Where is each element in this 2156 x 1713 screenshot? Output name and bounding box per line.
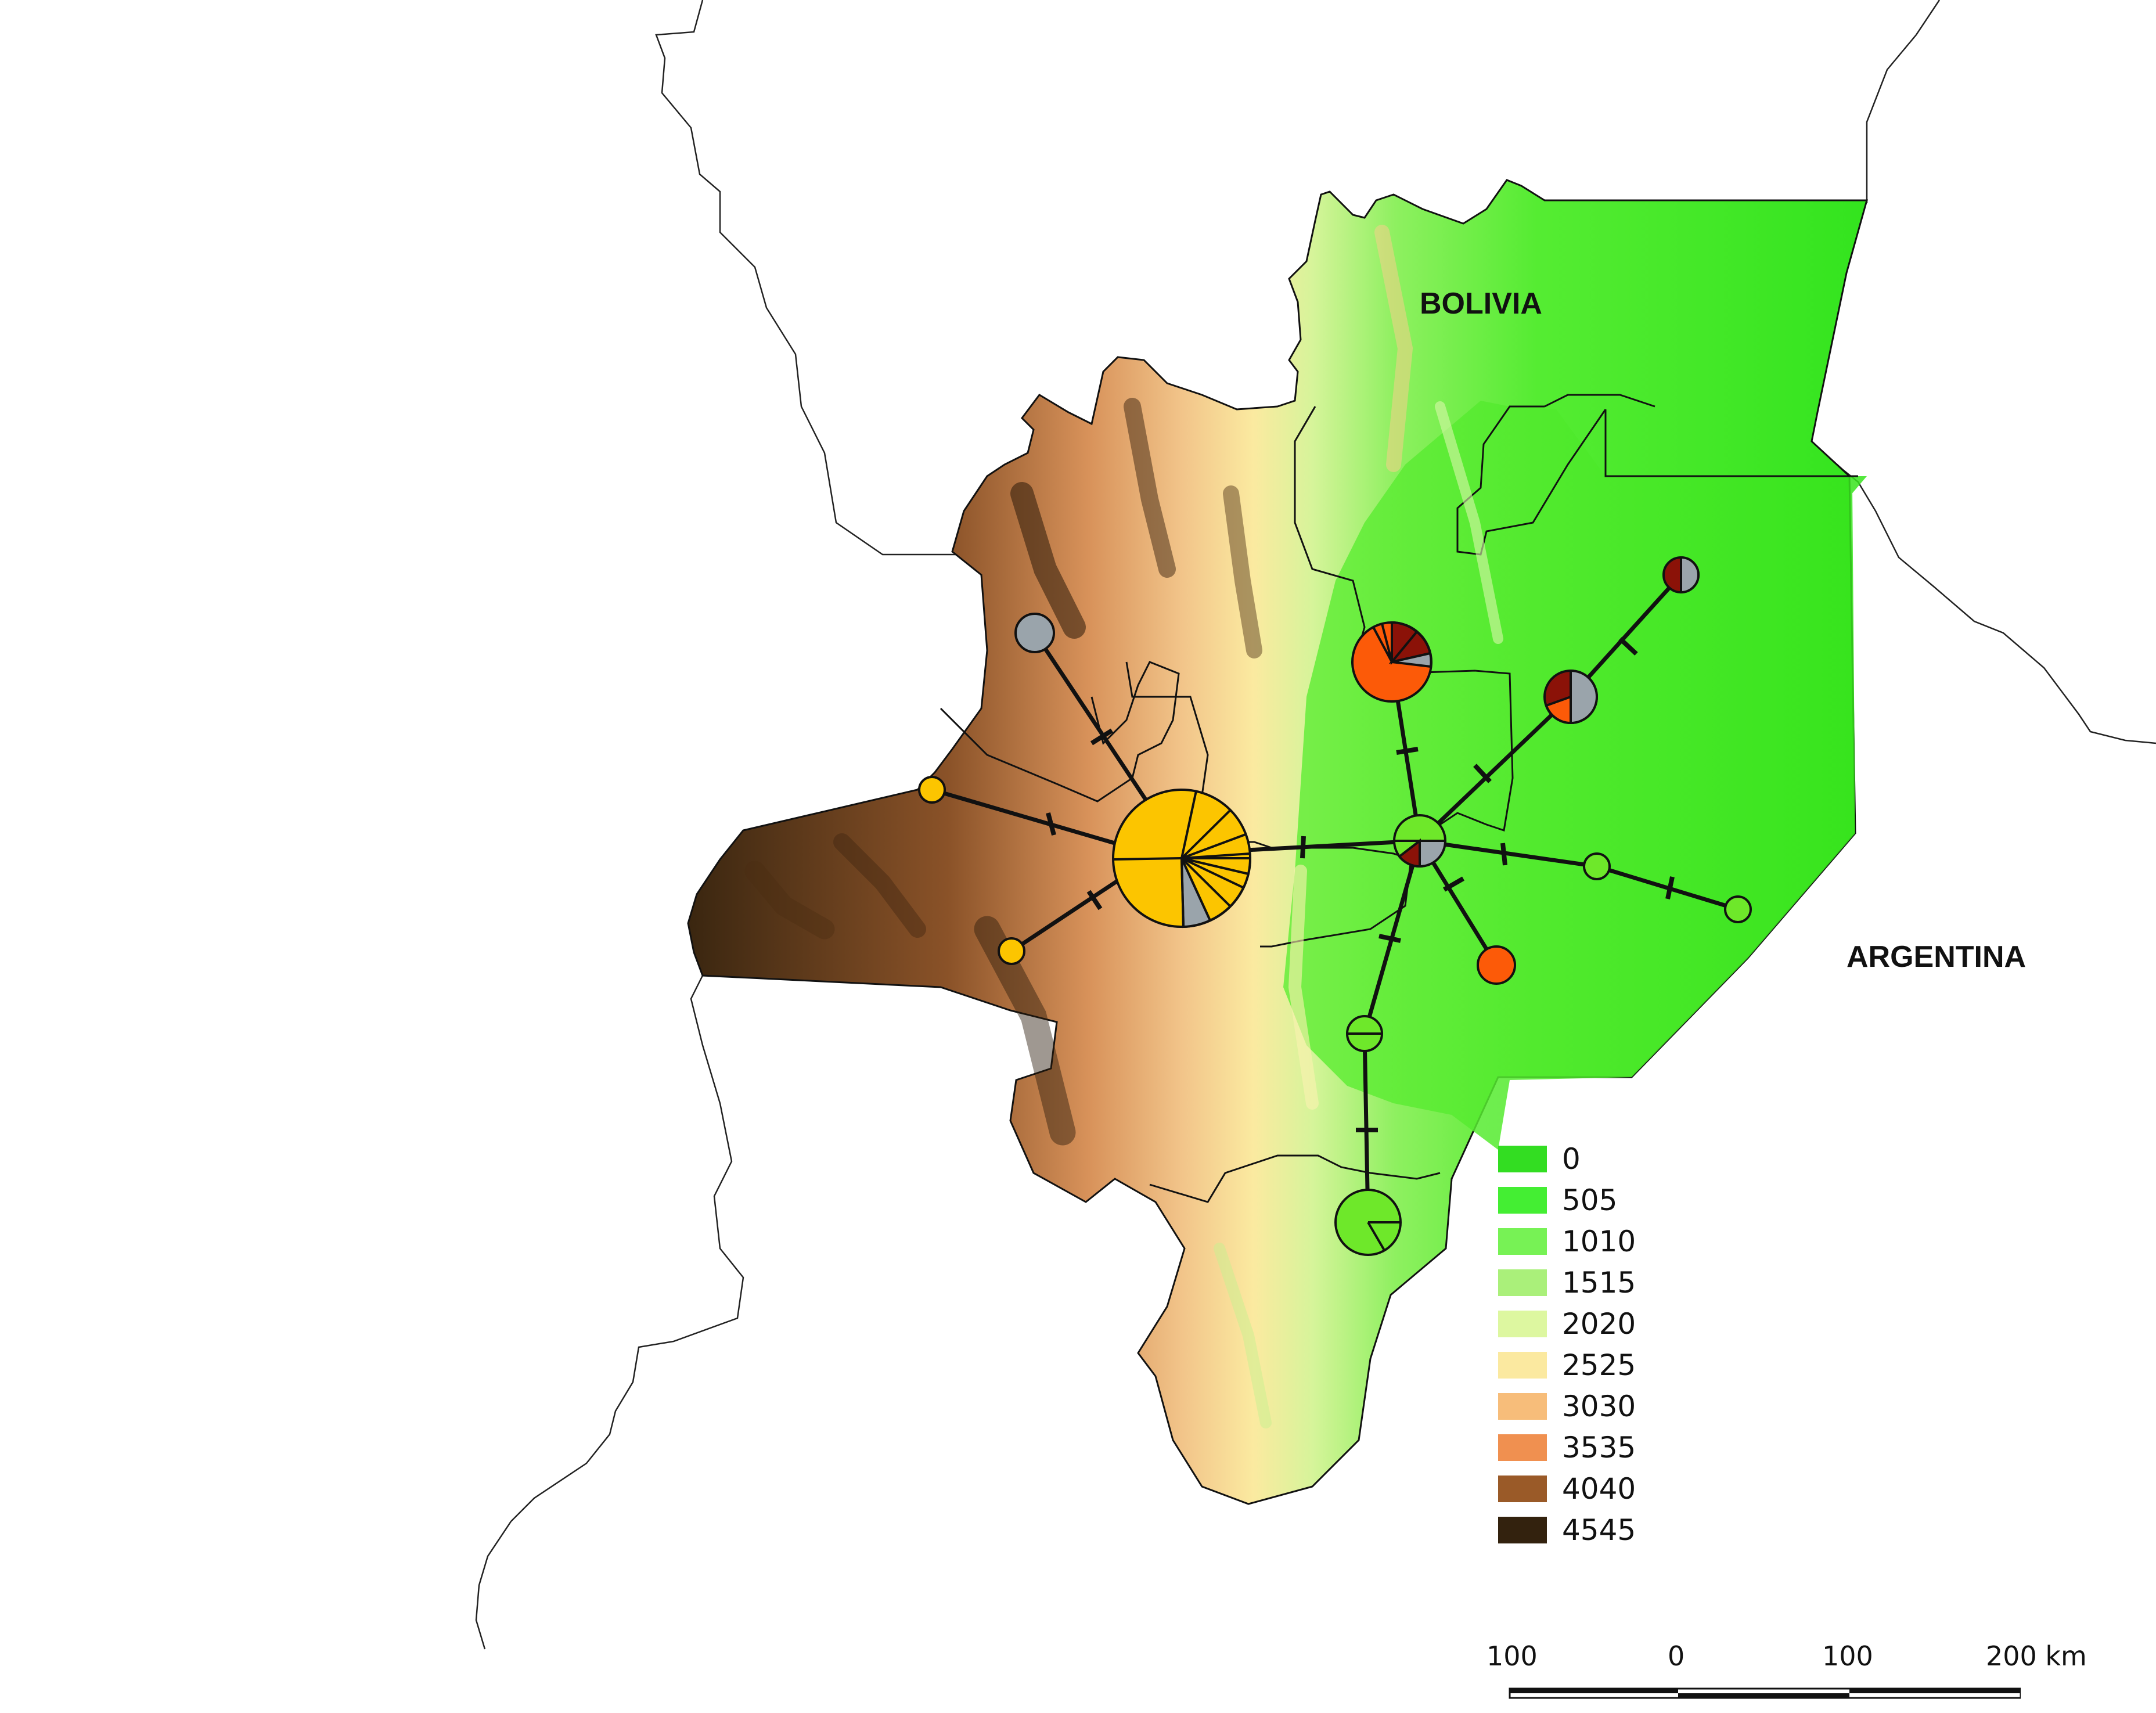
legend-swatch [1498,1392,1547,1420]
legend-label: 0 [1562,1142,1581,1176]
border-line-west [655,0,958,556]
legend-item: 1515 [1498,1262,1636,1303]
legend-swatch [1498,1351,1547,1379]
legend-item: 1010 [1498,1221,1636,1262]
legend-label: 4040 [1562,1471,1636,1506]
scale-label-1: 0 [1668,1640,1685,1672]
legend-swatch [1498,1310,1547,1337]
legend-label: 3030 [1562,1389,1636,1423]
legend-label: 505 [1562,1183,1618,1217]
border-line-north [1866,0,1941,203]
legend-label: 2020 [1562,1307,1636,1341]
edge-hub-yellow-left [931,787,1121,847]
border-line-southwest [475,975,744,1650]
legend-swatch [1498,1475,1547,1502]
haplotype-node-green-east1 [1583,852,1611,880]
haplotype-node-green-central [1393,814,1447,868]
legend-item: 2525 [1498,1344,1636,1385]
legend-label: 4545 [1562,1513,1636,1547]
legend-swatch [1498,1186,1547,1214]
legend-item: 3535 [1498,1427,1636,1468]
legend-swatch [1498,1145,1547,1172]
haplotype-node-orange-large [1351,621,1432,703]
eastern-province [1283,401,1867,1150]
legend-item: 505 [1498,1179,1636,1221]
elevation-legend: 0 505 1010 1515 2020 2525 3030 3535 4040 4545 [1498,1138,1636,1550]
edge-green-mixed [1418,695,1572,843]
edge-green-east1 [1419,838,1597,869]
haplotype-node-mixed-east [1543,669,1598,725]
legend-swatch [1498,1434,1547,1461]
legend-label: 3535 [1562,1430,1636,1464]
province-boundaries [940,394,1858,1203]
terrain-texture [744,225,1503,1428]
haplotype-node-green-south [1346,1015,1383,1052]
mutation-ticks [1046,637,1675,1132]
legend-label: 2525 [1562,1348,1636,1382]
legend-item: 2020 [1498,1303,1636,1344]
haplotype-node-yellow-left [918,776,946,804]
haplotype-node-orange-small [1477,945,1516,985]
legend-item: 4545 [1498,1509,1636,1550]
haplotype-nodes [918,556,1752,1256]
haplotype-node-yellow-low [998,937,1025,965]
legend-label: 1010 [1562,1224,1636,1258]
border-line-east [1817,447,2156,744]
legend-item: 3030 [1498,1385,1636,1427]
haplotype-node-hub [1112,789,1252,929]
edge-east1-east2 [1596,864,1739,912]
legend-item: 4040 [1498,1468,1636,1509]
edge-hub-yellow-low [1010,875,1125,953]
scale-label-0: 100 [1486,1640,1538,1672]
label-bolivia: BOLIVIA [1420,287,1542,321]
scale-bar [1509,1687,2021,1699]
scale-label-2: 100 [1822,1640,1873,1672]
legend-swatch [1498,1269,1547,1296]
edge-mixed-top [1569,573,1683,699]
haplotype-node-gray-nw [1014,613,1055,653]
scale-label-3: 200 km [1986,1640,2087,1672]
haplotype-node-green-east2 [1724,895,1752,923]
haplotype-node-green-bottom [1334,1189,1402,1256]
legend-swatch [1498,1516,1547,1543]
legend-swatch [1498,1228,1547,1255]
legend-item: 0 [1498,1138,1636,1179]
haplotype-node-top-east [1662,556,1700,594]
label-argentina: ARGENTINA [1847,940,2026,974]
legend-label: 1515 [1562,1265,1636,1300]
